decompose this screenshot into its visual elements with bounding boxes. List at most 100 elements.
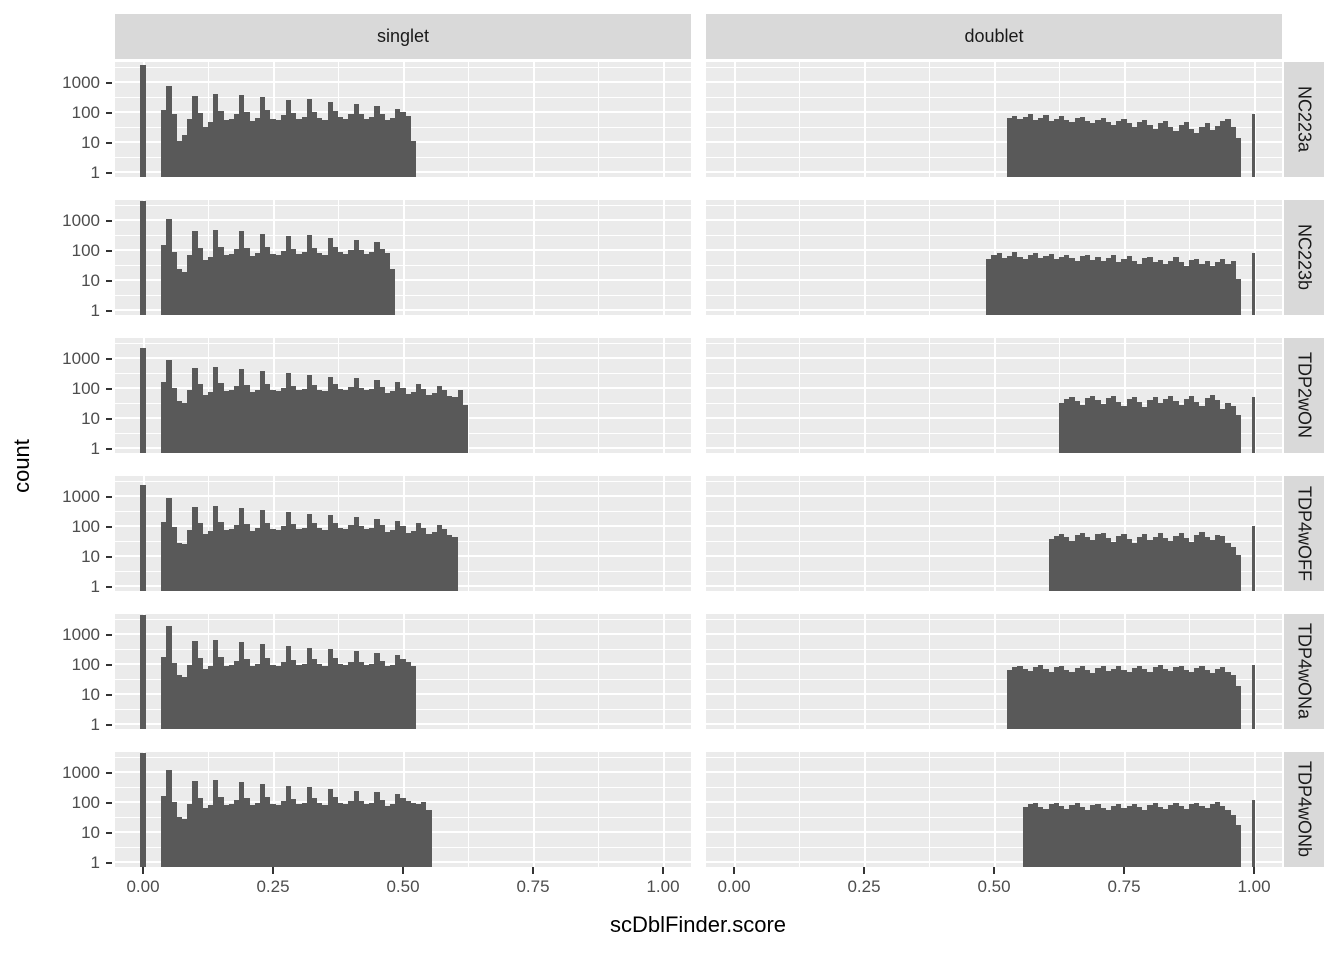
histogram-bar (421, 389, 427, 453)
gridline-major-v (734, 338, 736, 453)
histogram-bar (182, 272, 188, 315)
histogram-bar (1121, 259, 1127, 315)
histogram-bar (395, 654, 401, 729)
x-tick-label: 0.75 (1107, 877, 1141, 896)
gridline-minor-v (598, 62, 599, 177)
histogram-bar (327, 237, 333, 315)
histogram-bar (265, 797, 271, 867)
histogram-bar (1012, 115, 1018, 177)
x-axis-title: scDblFinder.score (609, 912, 787, 937)
histogram-bar (1194, 667, 1200, 729)
histogram-bar (1121, 118, 1127, 177)
histogram-bar (1116, 261, 1122, 315)
histogram-bar (1235, 414, 1241, 453)
histogram-bar (400, 112, 406, 177)
histogram-bar (280, 526, 286, 591)
histogram-bar (1147, 124, 1153, 177)
histogram-bar (312, 797, 318, 867)
histogram-bar (405, 801, 411, 867)
histogram-bar (1147, 399, 1153, 453)
y-tick-mark (106, 556, 112, 558)
histogram-bar (1100, 403, 1106, 453)
y-tick-mark (106, 664, 112, 666)
histogram-bar (208, 122, 214, 177)
histogram-bar (187, 529, 193, 591)
histogram-bar (1235, 686, 1241, 729)
histogram-bar (1230, 814, 1236, 867)
histogram-bar (1220, 120, 1226, 177)
histogram-bar (374, 518, 380, 591)
histogram-bar (1085, 255, 1091, 315)
x-tick-mark (662, 867, 664, 874)
facet-panel-doublet (706, 476, 1282, 591)
x-tick-label: 0.00 (717, 877, 751, 896)
histogram-bar (208, 391, 214, 453)
histogram-bar (1147, 671, 1153, 729)
histogram-bar (1194, 132, 1200, 177)
histogram-bar (192, 95, 198, 177)
histogram-bar (1079, 532, 1085, 591)
histogram-bar (1183, 398, 1189, 453)
y-tick-mark (106, 832, 112, 834)
histogram-bar (1209, 804, 1215, 867)
histogram-bar (322, 529, 328, 591)
y-tick-label: 10 (81, 409, 100, 428)
histogram-bar (426, 809, 432, 867)
histogram-bar (1225, 402, 1231, 453)
histogram-bar (249, 255, 255, 315)
histogram-bar (1116, 401, 1122, 453)
histogram-bar (986, 258, 992, 315)
histogram-bar (395, 108, 401, 177)
histogram-bar (390, 269, 396, 315)
y-tick-label: 100 (71, 793, 100, 812)
histogram-bar (187, 390, 193, 453)
histogram-bar (379, 800, 385, 867)
histogram-bar (286, 235, 292, 315)
y-tick-label: 1 (90, 301, 100, 320)
histogram-bar (322, 254, 328, 315)
histogram-bar (1204, 398, 1210, 453)
histogram-bar (1111, 805, 1117, 867)
histogram-bar (228, 390, 234, 453)
histogram-bar (1126, 399, 1132, 453)
histogram-bar (208, 666, 214, 729)
histogram-bar (1079, 116, 1085, 177)
histogram-bar (1131, 803, 1137, 867)
histogram-bar (187, 118, 193, 177)
histogram-bar (260, 234, 266, 315)
histogram-bar (343, 665, 349, 729)
gridline-minor-v (598, 476, 599, 591)
histogram-bar (317, 389, 323, 453)
histogram-bar (296, 529, 302, 591)
y-tick-mark (106, 496, 112, 498)
y-axis-title: count (9, 439, 34, 493)
histogram-bar (1069, 804, 1075, 867)
histogram-bar (374, 380, 380, 453)
histogram-bar (431, 531, 437, 591)
y-tick-label: 100 (71, 517, 100, 536)
histogram-bar (374, 653, 380, 729)
histogram-bar (197, 113, 203, 177)
histogram-bar (1252, 525, 1256, 591)
histogram-bar (410, 530, 416, 591)
histogram-bar (161, 657, 167, 729)
histogram-bar (1074, 803, 1080, 867)
histogram-bar (416, 522, 422, 591)
histogram-bar (1178, 806, 1184, 867)
histogram-bar (176, 269, 182, 315)
histogram-bar (202, 668, 208, 729)
x-tick-mark (993, 867, 995, 874)
x-tick-mark (272, 867, 274, 874)
histogram-bar (1142, 119, 1148, 177)
histogram-bar (1105, 810, 1111, 867)
histogram-bar (244, 797, 250, 867)
histogram-bar (343, 804, 349, 867)
histogram-bar (1053, 803, 1059, 867)
histogram-bar (374, 106, 380, 177)
histogram-bar (213, 779, 219, 867)
histogram-bar (1007, 255, 1013, 315)
y-tick-mark (106, 862, 112, 864)
histogram-bar (197, 797, 203, 867)
histogram-bar (1204, 537, 1210, 591)
histogram-bar (410, 666, 416, 729)
